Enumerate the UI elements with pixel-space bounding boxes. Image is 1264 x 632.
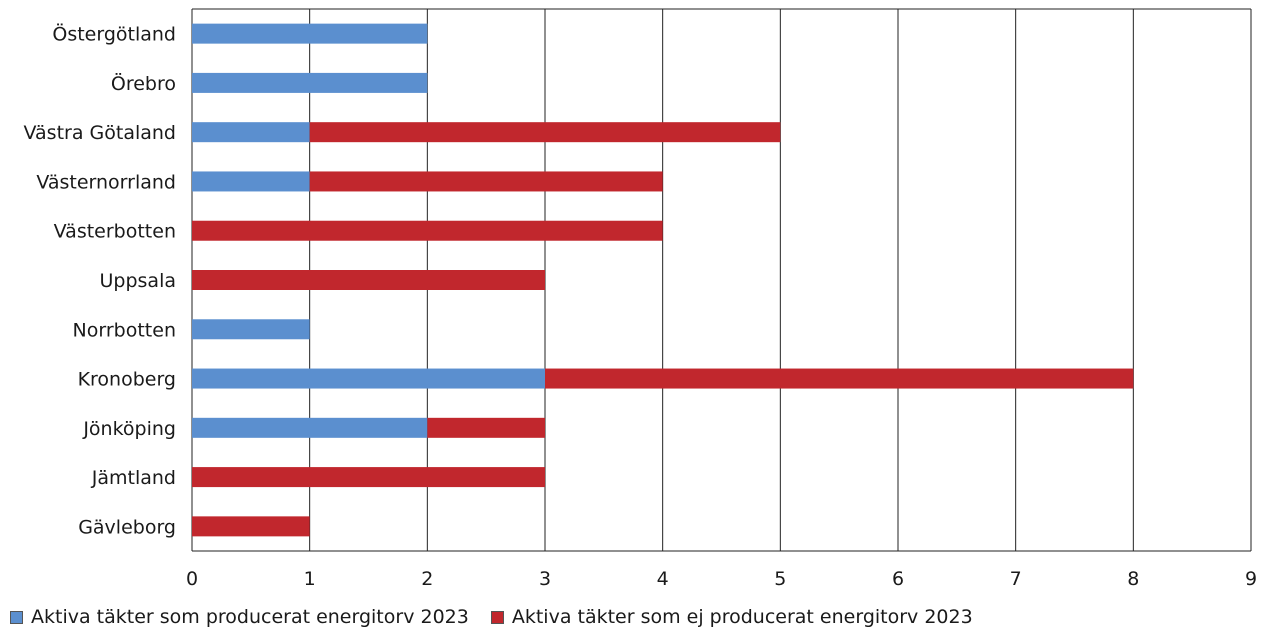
x-tick-label: 2	[421, 568, 433, 590]
bar-producerat	[192, 122, 310, 143]
y-category-label: Norrbotten	[73, 319, 176, 341]
x-tick-label: 3	[539, 568, 551, 590]
y-category-label: Västerbotten	[54, 221, 176, 243]
y-category-label: Västra Götaland	[24, 122, 176, 144]
bar-producerat	[192, 417, 428, 438]
bar-chart-svg: 0 1 2 3 4 5 6 7 8 9 Östergötland Örebro Västra Götal…	[24, 8, 1257, 590]
legend-label-producerat: Aktiva täkter som producerat energitorv …	[31, 606, 469, 628]
bar-ej-producerat	[192, 516, 310, 537]
x-tick-label: 7	[1010, 568, 1022, 590]
y-category-label: Västernorrland	[36, 171, 176, 193]
bar-ej-producerat	[192, 220, 663, 241]
bar-ej-producerat	[192, 270, 545, 290]
legend-item-ej-producerat: Aktiva täkter som ej producerat energito…	[490, 606, 973, 628]
legend-swatch-producerat	[10, 610, 23, 624]
x-tick-label: 1	[304, 568, 316, 590]
y-category-label: Kronoberg	[78, 369, 176, 391]
bar-producerat	[192, 72, 428, 93]
y-category-label: Östergötland	[52, 23, 176, 46]
bar-ej-producerat	[427, 417, 545, 438]
x-tick-label: 6	[892, 568, 904, 590]
bar-producerat	[192, 319, 310, 340]
bar-ej-producerat	[309, 171, 663, 192]
bar-producerat	[192, 171, 310, 192]
legend-label-ej-producerat: Aktiva täkter som ej producerat energito…	[511, 606, 973, 628]
x-tick-label: 5	[774, 568, 786, 590]
y-category-label: Örebro	[111, 72, 176, 95]
bar-producerat	[192, 23, 428, 44]
y-category-label: Gävleborg	[78, 516, 176, 538]
legend: Aktiva täkter som producerat energitorv …	[10, 606, 985, 628]
x-tick-label: 9	[1245, 568, 1257, 590]
legend-swatch-ej-producerat	[490, 610, 504, 624]
bar-producerat	[192, 368, 545, 389]
x-tick-label: 8	[1127, 568, 1139, 590]
bar-ej-producerat	[309, 122, 781, 143]
bar-ej-producerat	[545, 368, 1134, 389]
y-category-label: Jämtland	[91, 467, 176, 489]
y-category-label: Jönköping	[82, 418, 176, 440]
x-tick-label: 4	[657, 568, 669, 590]
legend-item-producerat: Aktiva täkter som producerat energitorv …	[10, 606, 469, 628]
x-tick-label: 0	[186, 568, 198, 590]
bar-ej-producerat	[192, 467, 545, 488]
y-category-label: Uppsala	[100, 270, 177, 292]
